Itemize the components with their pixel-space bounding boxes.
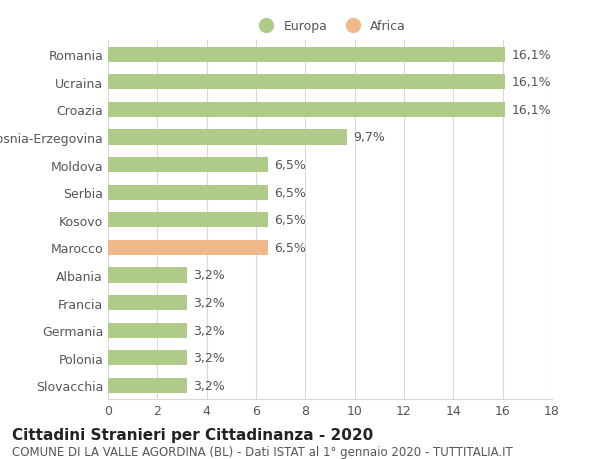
Bar	[108, 351, 187, 365]
Bar	[108, 157, 268, 173]
Legend: Europa, Africa: Europa, Africa	[249, 15, 411, 38]
Text: 3,2%: 3,2%	[193, 297, 225, 309]
Text: 6,5%: 6,5%	[275, 159, 307, 172]
Text: 3,2%: 3,2%	[193, 352, 225, 364]
Text: 16,1%: 16,1%	[511, 49, 551, 62]
Bar	[108, 268, 187, 283]
Bar	[108, 102, 505, 118]
Text: 3,2%: 3,2%	[193, 379, 225, 392]
Bar	[108, 185, 268, 200]
Text: 9,7%: 9,7%	[353, 131, 385, 144]
Text: 6,5%: 6,5%	[275, 241, 307, 254]
Bar	[108, 75, 505, 90]
Text: 6,5%: 6,5%	[275, 214, 307, 227]
Bar	[108, 378, 187, 393]
Text: 16,1%: 16,1%	[511, 76, 551, 89]
Text: Cittadini Stranieri per Cittadinanza - 2020: Cittadini Stranieri per Cittadinanza - 2…	[12, 427, 373, 442]
Bar	[108, 130, 347, 145]
Bar	[108, 323, 187, 338]
Text: 6,5%: 6,5%	[275, 186, 307, 199]
Text: 16,1%: 16,1%	[511, 104, 551, 117]
Bar	[108, 241, 268, 255]
Bar	[108, 47, 505, 62]
Bar	[108, 213, 268, 228]
Text: COMUNE DI LA VALLE AGORDINA (BL) - Dati ISTAT al 1° gennaio 2020 - TUTTITALIA.IT: COMUNE DI LA VALLE AGORDINA (BL) - Dati …	[12, 445, 513, 458]
Bar	[108, 296, 187, 310]
Text: 3,2%: 3,2%	[193, 269, 225, 282]
Text: 3,2%: 3,2%	[193, 324, 225, 337]
